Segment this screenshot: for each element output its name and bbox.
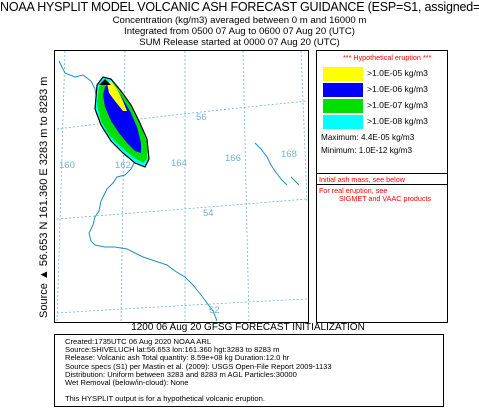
legend-swatch-blue xyxy=(323,83,363,97)
source-side-label: Source ▲ 56.653 N 161.360 E 3283 m to 82… xyxy=(38,76,50,318)
legend-minimum: Minimum: 1.0E-12 kg/m3 xyxy=(321,146,413,155)
forecast-initialization: 1200 06 Aug 20 GFSG FORECAST INITIALIZAT… xyxy=(131,322,365,333)
real-eruption-note: For real eruption, see xyxy=(319,186,388,195)
lon-line-168 xyxy=(300,50,308,202)
lat-line-56 xyxy=(56,100,308,130)
kamchatka-coast xyxy=(64,72,218,322)
ash-cloud-06 xyxy=(103,83,141,153)
coastlines xyxy=(58,60,300,322)
legend-maximum: Maximum: 4.4E-05 kg/m3 xyxy=(321,133,415,142)
lat-label-52: 52 xyxy=(209,305,220,316)
ash-cloud-05 xyxy=(107,81,127,111)
integration-subtitle: Integrated from 0500 07 Aug to 0600 07 A… xyxy=(124,26,355,37)
sigmet-vaac-note: SIGMET and VAAC products xyxy=(339,194,432,203)
legend-divider xyxy=(317,173,447,174)
ash-cloud xyxy=(94,76,150,168)
lon-line-166 xyxy=(242,50,250,323)
map-panel: 160 162 164 166 168 56 54 52 xyxy=(54,50,309,323)
legend-label: >1.0E-06 kg/m3 xyxy=(367,84,428,94)
legend-swatch-yellow xyxy=(323,67,363,81)
hypothetical-banner: *** Hypothetical eruption *** xyxy=(343,53,432,62)
run-info-box: Created:1735UTC 06 Aug 2020 NOAA ARL Sou… xyxy=(54,334,444,407)
release-subtitle: SUM Release started at 0000 07 Aug 20 (U… xyxy=(139,37,340,48)
plot-title: NOAA HYSPLIT MODEL VOLCANIC ASH FORECAST… xyxy=(0,0,479,14)
coast-north-inlet xyxy=(58,60,66,74)
initial-mass-note: Initial ash mass, see below xyxy=(319,175,405,184)
legend-label: >1.0E-08 kg/m3 xyxy=(367,116,428,126)
legend-label: >1.0E-05 kg/m3 xyxy=(367,68,428,78)
info-line-release: Release: Volcanic ash Total quantity: 8.… xyxy=(65,353,290,363)
lon-label-166: 166 xyxy=(225,153,241,164)
lat-label-54: 54 xyxy=(203,208,214,219)
legend-panel: *** Hypothetical eruption *** >1.0E-05 k… xyxy=(316,50,448,323)
lon-line-160 xyxy=(56,50,66,323)
graticule xyxy=(56,50,308,323)
medny-island xyxy=(290,176,300,186)
bering-island xyxy=(254,142,288,186)
info-line-source: Source:SHIVELUCH lat:56.653 lon:161.360 … xyxy=(65,345,280,355)
legend-item-1e-06: >1.0E-06 kg/m3 xyxy=(323,83,447,97)
legend-label: >1.0E-07 kg/m3 xyxy=(367,100,428,110)
legend-swatch-green xyxy=(323,99,363,113)
legend-divider xyxy=(317,184,447,185)
lon-label-164: 164 xyxy=(171,158,187,169)
legend-item-1e-08: >1.0E-08 kg/m3 xyxy=(323,115,447,129)
info-line-disclaimer: This HYSPLIT output is for a hypothetica… xyxy=(65,394,265,404)
lat-line-52 xyxy=(56,298,308,314)
lon-label-160: 160 xyxy=(59,160,75,171)
lat-label-56: 56 xyxy=(196,112,207,123)
legend-item-1e-07: >1.0E-07 kg/m3 xyxy=(323,99,447,113)
info-line-created: Created:1735UTC 06 Aug 2020 NOAA ARL xyxy=(65,337,212,346)
concentration-subtitle: Concentration (kg/m3) averaged between 0… xyxy=(112,15,367,26)
lon-label-168: 168 xyxy=(281,149,297,160)
lon-label-162: 162 xyxy=(115,160,131,171)
info-line-distribution: Distribution: Uniform between 3283 and 8… xyxy=(65,369,297,379)
info-line-specs: Source specs (S1) per Mastin et al. (200… xyxy=(65,361,332,371)
legend-swatch-cyan xyxy=(323,115,363,129)
map-svg: 160 162 164 166 168 56 54 52 xyxy=(56,50,308,323)
ash-cloud-outline xyxy=(94,76,150,168)
lat-line-54 xyxy=(56,198,308,220)
source-triangle-icon xyxy=(99,79,111,85)
info-line-wet-removal: Wet Removal (below/in-cloud): None xyxy=(65,377,189,387)
legend-item-1e-05: >1.0E-05 kg/m3 xyxy=(323,67,447,81)
